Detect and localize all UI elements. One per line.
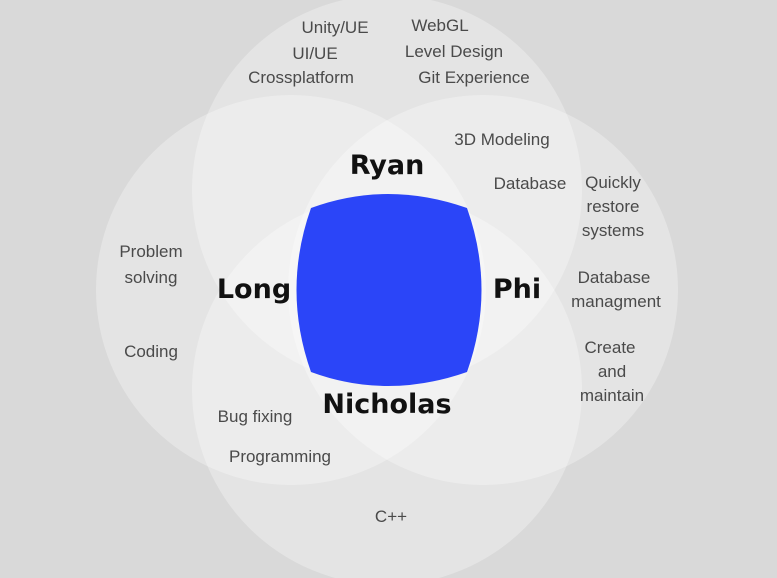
skill-db-mgmt-line2: managment <box>571 292 661 311</box>
skill-quickly: Quickly <box>585 173 641 192</box>
skill-solving: solving <box>124 268 178 287</box>
circle-top <box>192 0 582 385</box>
skill-restore: restore <box>586 197 640 216</box>
skill-unity: Unity/UE <box>301 18 369 37</box>
circle-bottom <box>192 195 582 578</box>
skill-webgl: WebGL <box>411 16 469 35</box>
skill-systems: systems <box>581 221 645 240</box>
name-long: Long <box>216 274 292 305</box>
skill-level-design: Level Design <box>404 42 504 61</box>
circle-left <box>96 95 486 485</box>
skill-coding: Coding <box>124 342 178 361</box>
skill-git: Git Experience <box>418 68 530 87</box>
skill-maintain: maintain <box>579 386 645 405</box>
skill-create: Create <box>584 338 636 357</box>
name-nicholas: Nicholas <box>322 389 452 420</box>
circle-right <box>288 95 678 485</box>
name-phi: Phi <box>492 274 542 305</box>
skill-bug-fixing: Bug fixing <box>217 407 293 426</box>
skill-db-mgmt-line1: Database <box>577 268 651 287</box>
skill-programming: Programming <box>228 447 332 466</box>
skill-ui: UI/UE <box>292 44 338 63</box>
center-overlap-shape <box>296 194 482 386</box>
skill-database: Database <box>493 174 567 193</box>
skill-cpp: C++ <box>374 507 408 526</box>
skill-crossplatform: Crossplatform <box>248 68 354 87</box>
skill-and: and <box>597 362 627 381</box>
skill-3d-modeling: 3D Modeling <box>454 130 550 149</box>
name-ryan: Ryan <box>349 150 425 181</box>
skill-problem: Problem <box>119 242 183 261</box>
